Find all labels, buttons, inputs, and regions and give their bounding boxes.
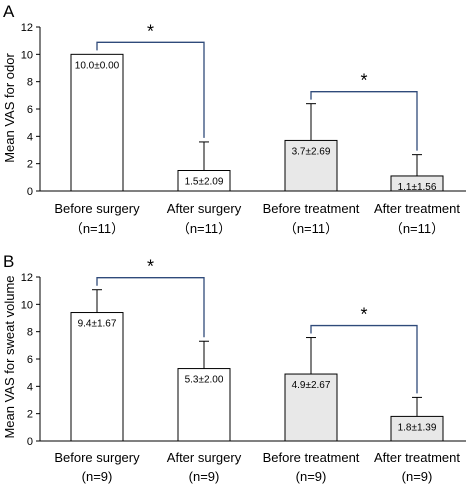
data-label: 3.7±2.69: [292, 146, 331, 157]
y-tick-label: 2: [27, 159, 33, 171]
x-tick-label: After treatment: [374, 201, 460, 216]
x-tick-label: Before surgery: [54, 201, 140, 216]
y-tick-label: 12: [21, 272, 33, 284]
y-tick-label: 8: [27, 327, 33, 339]
x-tick-label: After treatment: [374, 450, 460, 465]
significance-bracket: [310, 91, 418, 151]
y-tick-label: 0: [27, 436, 33, 448]
significance-star: *: [147, 257, 154, 277]
y-tick-label: 2: [27, 409, 33, 421]
panel-a: A Mean VAS for odor 0 2 4 6 8 10 12 10.0±0.00 Be…: [2, 2, 466, 236]
panel-b: B Mean VAS for sweat volume 0 2 4 6 8 10 12 9.4…: [2, 252, 466, 484]
data-label: 1.5±2.09: [185, 177, 224, 188]
sample-size-label: （n=11）: [70, 221, 124, 236]
sample-size-label: （n=11）: [284, 221, 338, 236]
bar: [177, 368, 231, 442]
sample-size-label: (n=9): [189, 469, 220, 484]
bar: [70, 53, 124, 192]
x-tick-label: Before treatment: [263, 450, 360, 465]
y-tick-label: 0: [27, 186, 33, 198]
x-tick-label: Before surgery: [54, 450, 140, 465]
y-axis-label: Mean VAS for sweat volume: [2, 275, 17, 438]
sample-size-label: (n=9): [82, 469, 113, 484]
x-tick-label: After surgery: [167, 450, 242, 465]
panel-letter: B: [3, 252, 14, 271]
y-tick-label: 4: [27, 381, 33, 393]
significance-star: *: [360, 71, 367, 91]
significance-star: *: [360, 305, 367, 325]
bar: [284, 139, 338, 192]
y-tick-label: 8: [27, 77, 33, 89]
y-tick-label: 6: [27, 104, 33, 116]
y-tick-label: 12: [21, 22, 33, 34]
sample-size-label: (n=9): [296, 469, 327, 484]
chart-marks: 0 2 4 6 8 10 12 9.4±1.67 Before surgery (n=9) 5.3±…: [21, 257, 466, 484]
y-axis-label: Mean VAS for odor: [2, 53, 17, 163]
y-tick-label: 6: [27, 354, 33, 366]
sample-size-label: (n=9): [402, 469, 433, 484]
bar: [390, 415, 444, 442]
significance-star: *: [147, 21, 154, 41]
x-tick-label: Before treatment: [263, 201, 360, 216]
y-tick-label: 10: [21, 299, 33, 311]
data-label: 5.3±2.00: [185, 375, 224, 386]
y-tick-label: 4: [27, 131, 33, 143]
chart-marks: 0 2 4 6 8 10 12 10.0±0.00 Before surgery （n=11） 1.…: [21, 21, 466, 236]
significance-bracket: [310, 324, 418, 394]
x-tick-label: After surgery: [167, 201, 242, 216]
bar: [70, 312, 124, 442]
significance-bracket: [96, 277, 205, 338]
bar: [284, 373, 338, 442]
data-label: 4.9±2.67: [292, 380, 331, 391]
sample-size-label: （n=11）: [177, 221, 231, 236]
y-tick-label: 10: [21, 49, 33, 61]
data-label: 1.1±1.56: [398, 182, 437, 193]
panel-letter: A: [3, 2, 15, 21]
significance-bracket: [96, 41, 205, 138]
data-label: 10.0±0.00: [75, 60, 120, 71]
data-label: 9.4±1.67: [78, 319, 117, 330]
sample-size-label: （n=11）: [390, 221, 444, 236]
data-label: 1.8±1.39: [398, 422, 437, 433]
